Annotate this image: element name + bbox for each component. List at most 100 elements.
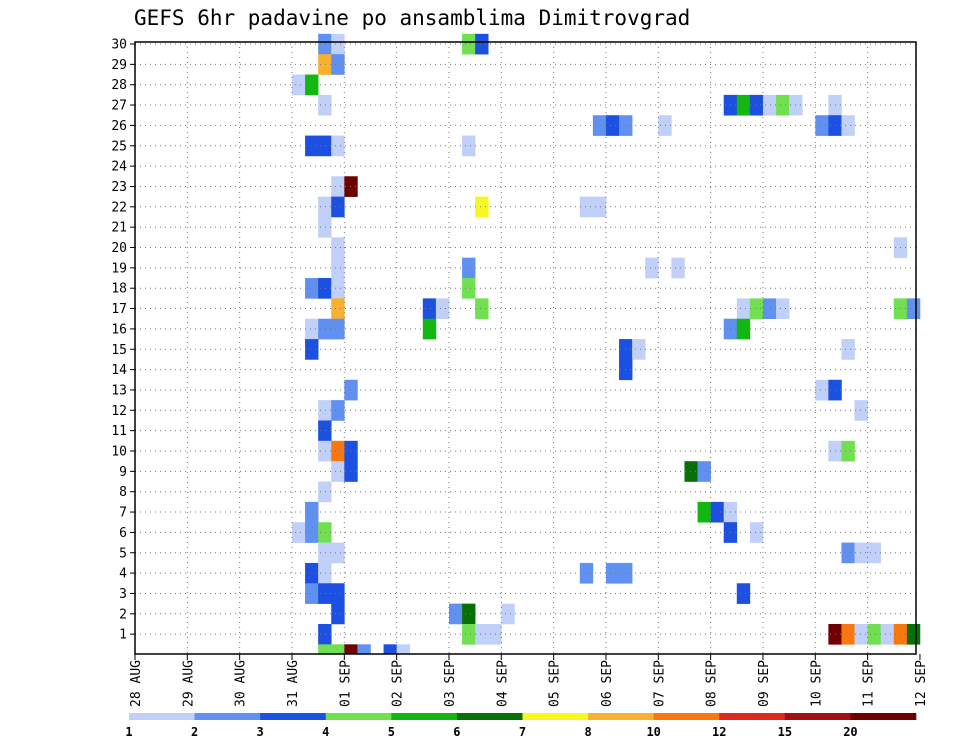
y-tick-label: 19 (111, 261, 127, 276)
heatmap-cell (305, 522, 319, 543)
heatmap-cell (318, 440, 332, 462)
heatmap-cell (462, 623, 476, 645)
heatmap-cell (357, 644, 371, 655)
colorbar-swatch (194, 713, 261, 720)
heatmap-cell (318, 644, 332, 655)
plot-frame (134, 41, 917, 655)
x-tick-label: 10 SEP (809, 660, 824, 707)
y-tick-label: 7 (119, 506, 127, 521)
heatmap-cell (579, 196, 594, 218)
heatmap-cell (383, 644, 397, 655)
heatmap-cell (592, 196, 607, 218)
heatmap-cell (331, 196, 345, 218)
x-tick-label: 31 AUG (286, 660, 301, 707)
heatmap-cell (736, 298, 751, 320)
heatmap-cell (906, 298, 921, 320)
colorbar-label: 3 (257, 725, 264, 739)
heatmap-cell (331, 257, 345, 279)
y-tick-label: 22 (111, 200, 127, 215)
colorbar-label: 5 (388, 725, 395, 739)
heatmap-cell (331, 318, 345, 340)
heatmap-cell (736, 318, 751, 340)
heatmap-cell (318, 522, 332, 543)
heatmap-cell (749, 298, 764, 320)
colorbar-swatch (719, 713, 786, 720)
y-tick-label: 15 (111, 343, 127, 358)
heatmap-cell (435, 298, 450, 320)
heatmap-cell (305, 135, 319, 157)
heatmap-cell (318, 400, 332, 421)
y-tick-label: 12 (111, 404, 127, 419)
heatmap-cell (344, 644, 358, 655)
y-tick-label: 18 (111, 282, 127, 297)
heatmap-cell (776, 94, 790, 116)
heatmap-cell (462, 33, 476, 55)
heatmap-cell (305, 74, 319, 96)
heatmap-cell (331, 440, 345, 462)
heatmap-cell (462, 278, 476, 299)
x-tick-label: 12 SEP (914, 660, 929, 707)
colorbar-swatch (653, 713, 720, 720)
colorbar-label: 15 (778, 725, 792, 739)
y-tick-label: 23 (111, 180, 127, 195)
heatmap-cell (318, 216, 332, 238)
heatmap-cell (841, 623, 855, 645)
y-tick-label: 20 (111, 241, 127, 256)
heatmap-cell (331, 603, 345, 625)
heatmap-cell (331, 542, 345, 564)
heatmap-cell (422, 318, 437, 340)
heatmap-cell (710, 501, 725, 523)
y-tick-label: 9 (119, 465, 127, 480)
heatmap-cell (318, 135, 332, 157)
x-tick-label: 02 SEP (391, 660, 406, 707)
heatmap-cell (854, 542, 868, 564)
colorbar-swatch (325, 713, 392, 720)
heatmap-cell (331, 33, 345, 55)
heatmap-cell (736, 94, 751, 116)
heatmap-cell (867, 623, 882, 645)
heatmap-cell (906, 623, 921, 645)
heatmap-cell (291, 522, 306, 543)
colorbar-label: 8 (584, 725, 591, 739)
heatmap-cell (605, 115, 620, 136)
heatmap-cell (841, 542, 855, 564)
y-tick-label: 26 (111, 119, 127, 134)
colorbar-label: 6 (453, 725, 460, 739)
heatmap-cell (501, 603, 515, 625)
heatmap-cell (475, 623, 489, 645)
heatmap-cell (318, 420, 332, 442)
colorbar-label: 12 (712, 725, 726, 739)
y-tick-label: 2 (119, 607, 127, 622)
colorbar-swatch (588, 713, 654, 720)
heatmap-cell (305, 278, 319, 299)
colorbar-swatch (784, 713, 851, 720)
x-tick-label: 06 SEP (600, 660, 615, 707)
y-tick-label: 14 (111, 363, 127, 378)
heatmap-cell (318, 33, 332, 55)
heatmap-cell (762, 94, 777, 116)
x-tick-label: 11 SEP (862, 660, 877, 707)
heatmap-cell (762, 298, 777, 320)
heatmap-cell (488, 623, 502, 645)
y-tick-label: 13 (111, 383, 127, 398)
y-tick-label: 1 (119, 628, 127, 643)
x-tick-label: 04 SEP (495, 660, 510, 707)
y-tick-label: 17 (111, 302, 127, 317)
heatmap-cell (344, 379, 358, 401)
heatmap-cell (331, 54, 345, 75)
y-tick-label: 30 (111, 38, 127, 53)
heatmap-cell (331, 298, 345, 320)
heatmap-cell (592, 115, 607, 136)
x-tick-label: 09 SEP (757, 660, 772, 707)
y-tick-label: 29 (111, 58, 127, 73)
colorbar-swatch (456, 713, 523, 720)
colorbar-label: 7 (519, 725, 526, 739)
heatmap-cell (318, 94, 332, 116)
colorbar-swatch (522, 713, 589, 720)
colorbar-label: 1 (125, 725, 132, 739)
y-tick-label: 10 (111, 445, 127, 460)
heatmap-cell (697, 461, 711, 482)
heatmap-cell (749, 94, 764, 116)
y-tick-label: 4 (119, 567, 127, 582)
